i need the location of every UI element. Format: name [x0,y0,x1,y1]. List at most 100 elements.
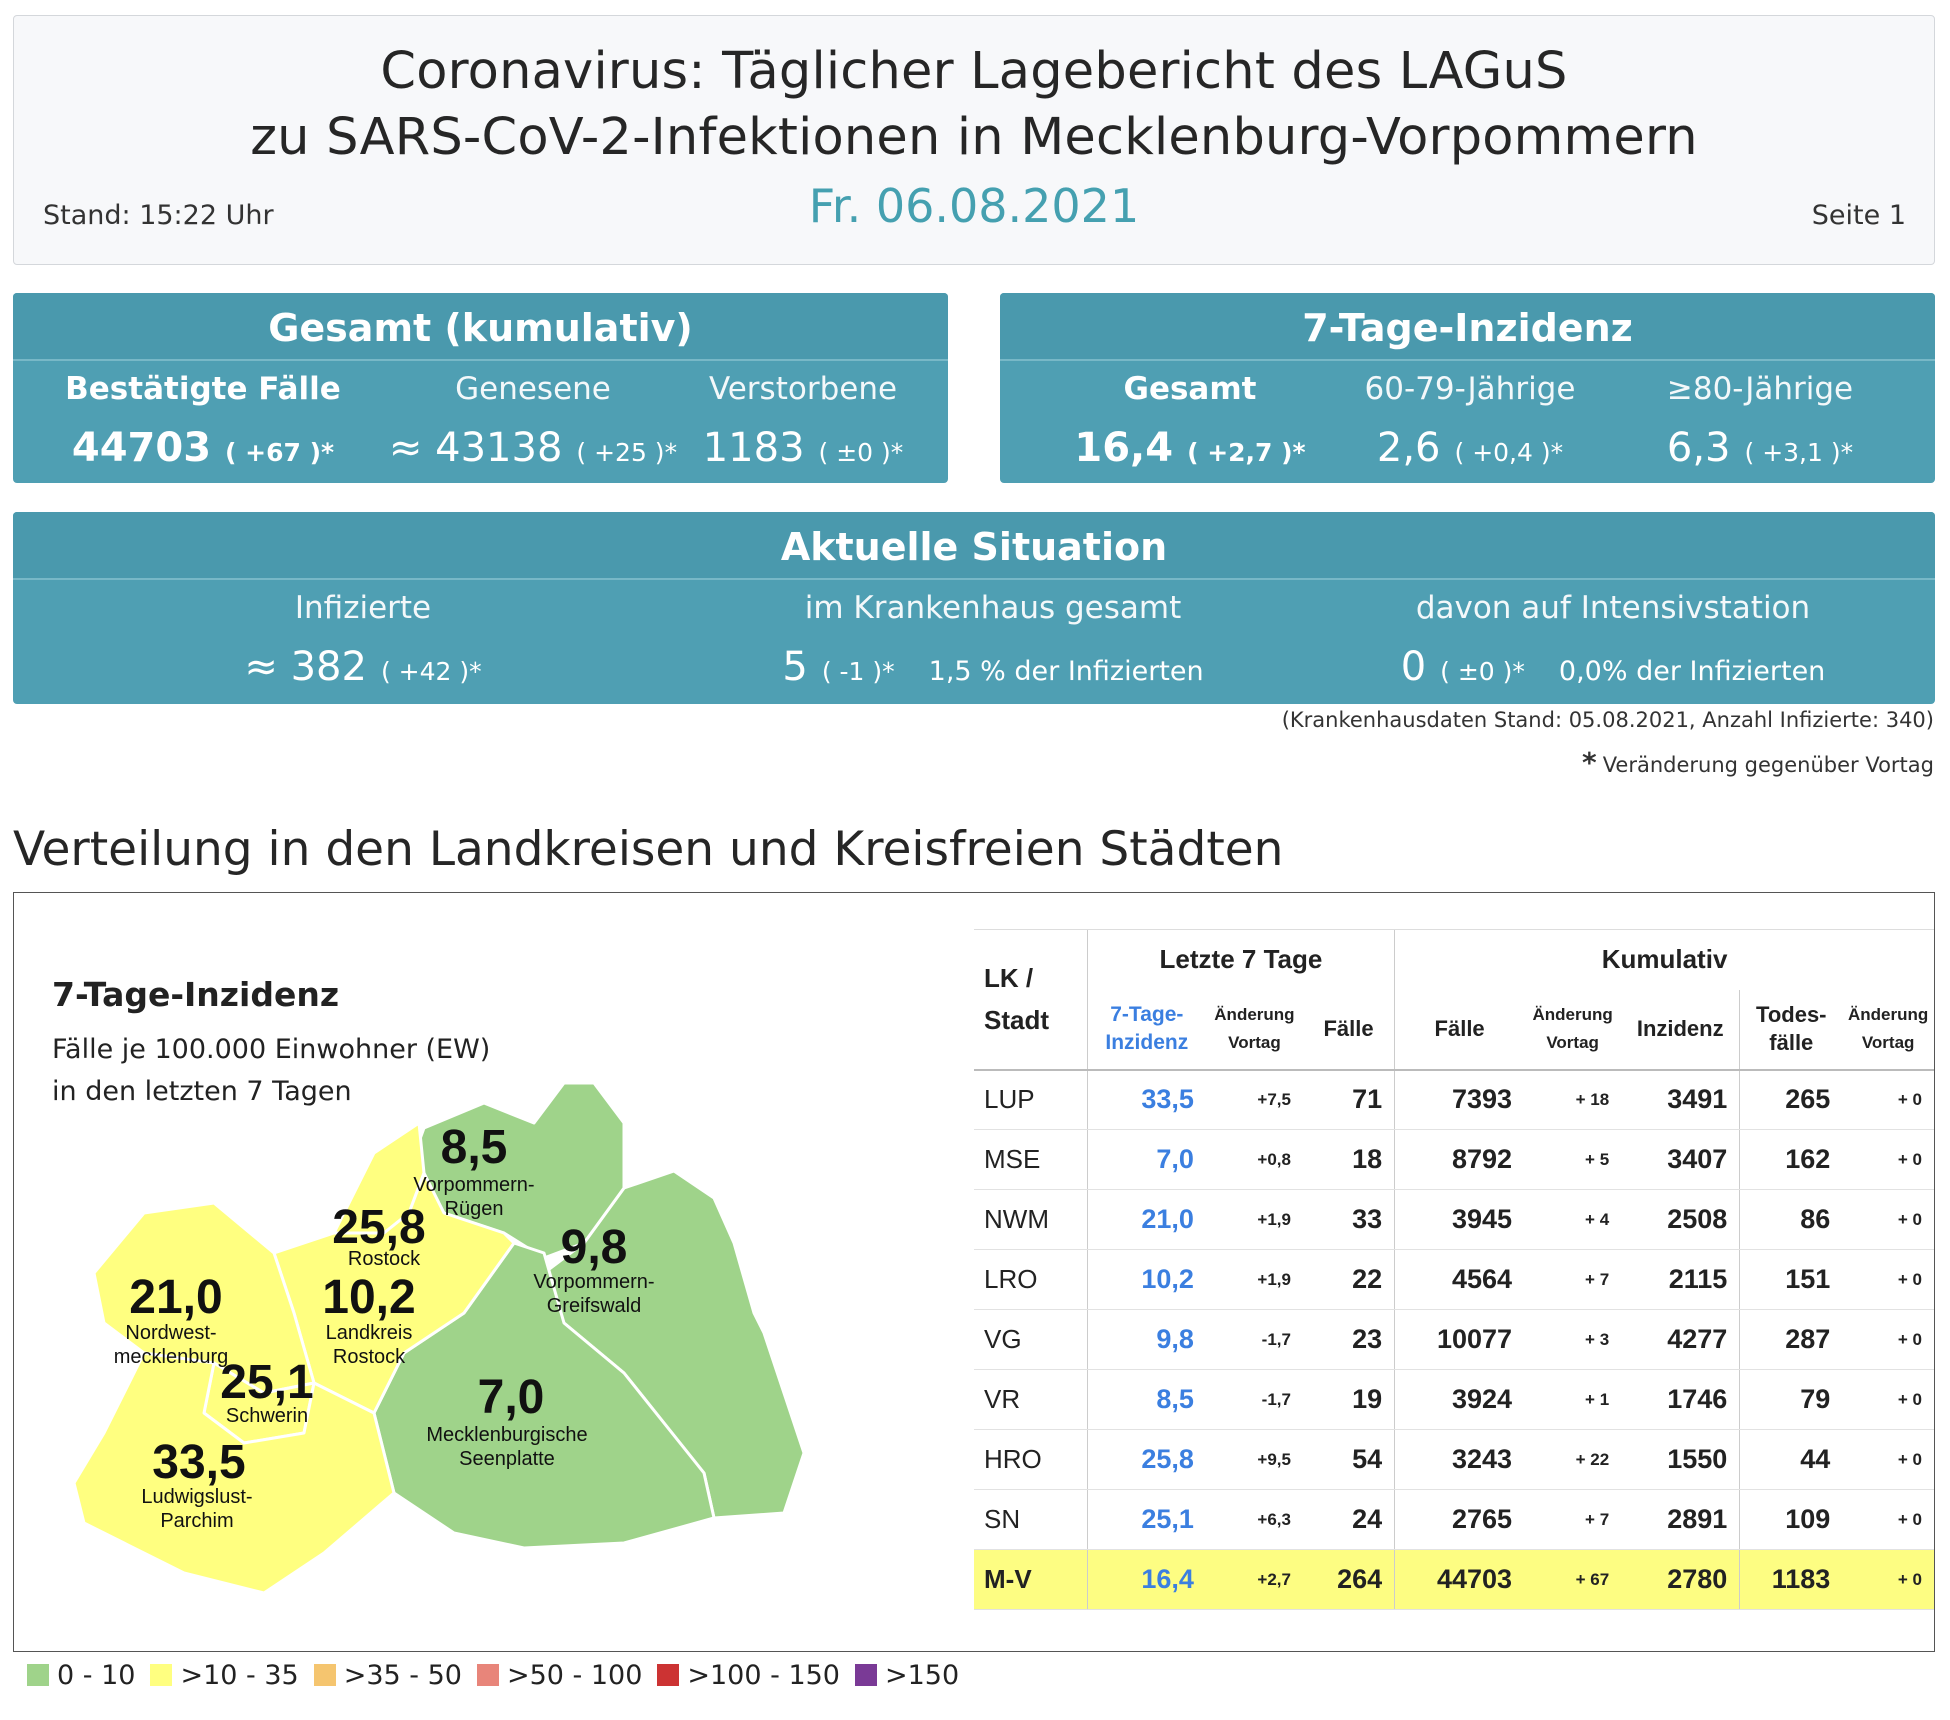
bestaetigte-faelle-stat: Bestätigte Fälle 44703 ( +67 )* [53,371,353,471]
region-name-lup-2: Parchim [160,1510,233,1532]
cell-faelle: 22 [1302,1249,1395,1310]
stat-change: ( +3,1 )* [1744,438,1854,467]
cell-lk: NWM [974,1189,1088,1250]
col-tod-aenderung-header: Änderung Vortag [1842,989,1934,1071]
legend-swatch [150,1664,173,1686]
region-name-vg-2: Greifswald [547,1295,641,1317]
region-value-hro: 25,8 [332,1201,425,1254]
cell-tod-aenderung: + 0 [1842,1189,1934,1250]
cell-kum-faelle: 44703 [1394,1549,1525,1610]
report-title-line1: Coronavirus: Täglicher Lagebericht des L… [380,42,1568,101]
region-name-vr-2: Rügen [445,1198,504,1220]
intensiv-stat: davon auf Intensivstation 0 ( ±0 )* 0,0% d… [1343,590,1883,690]
cell-kum-inzidenz: 2891 [1621,1489,1740,1550]
cell-kum-faelle: 2765 [1394,1489,1525,1550]
cell-todesfaelle: 79 [1739,1369,1843,1430]
cell-inzidenz: 8,5 [1086,1369,1206,1430]
table-row: MSE 7,0 +0,8 18 8792 + 5 3407 162 + 0 [974,1129,1934,1190]
cell-tod-aenderung: + 0 [1842,1369,1934,1430]
cell-lk: M-V [974,1549,1088,1610]
legend-swatch [657,1664,680,1686]
map-title: 7-Tage-Inzidenz [52,975,340,1014]
cell-tod-aenderung: + 0 [1842,1489,1934,1550]
map-description: Fälle je 100.000 Einwohner (EW) in den l… [52,1029,490,1113]
inzidenz-gesamt-stat: Gesamt 16,4 ( +2,7 )* [1040,371,1340,471]
report-date: Fr. 06.08.2021 [808,179,1140,233]
cell-kum-aenderung: + 18 [1524,1069,1622,1130]
stat-label: davon auf Intensivstation [1415,590,1811,626]
cell-inzidenz: 9,8 [1086,1309,1206,1370]
cell-kum-inzidenz: 2508 [1621,1189,1740,1250]
footnote-text: Veränderung gegenüber Vortag [1602,753,1934,777]
cell-kum-aenderung: + 67 [1524,1549,1622,1610]
legend-label: >100 - 150 [687,1660,840,1691]
cell-aenderung: +9,5 [1205,1429,1303,1490]
stat-change: ( ±0 )* [818,438,904,467]
legend-label: >50 - 100 [506,1660,643,1691]
cell-lk: LRO [974,1249,1088,1310]
cell-aenderung: +1,9 [1205,1249,1303,1310]
region-value-nwm: 21,0 [129,1271,222,1324]
cell-inzidenz: 25,1 [1086,1489,1206,1550]
region-name-lro-2: Rostock [333,1346,406,1368]
group-letzte-7-tage: Letzte 7 Tage [1086,929,1395,990]
distribution-panel: 8,5 Vorpommern- Rügen 25,8 Rostock 9,8 V… [13,892,1935,1652]
cell-faelle: 33 [1302,1189,1395,1250]
cell-faelle: 54 [1302,1429,1395,1490]
col-kum-inzidenz-header: Inzidenz [1621,989,1740,1071]
table-row: VG 9,8 -1,7 23 10077 + 3 4277 287 + 0 [974,1309,1934,1370]
cell-lk: SN [974,1489,1088,1550]
cell-todesfaelle: 109 [1739,1489,1843,1550]
cell-faelle: 71 [1302,1069,1395,1130]
stat-value: 16,4 [1074,425,1174,471]
cell-todesfaelle: 287 [1739,1309,1843,1370]
region-name-nwm-2: mecklenburg [114,1346,229,1368]
table-row: NWM 21,0 +1,9 33 3945 + 4 2508 86 + 0 [974,1189,1934,1250]
cell-inzidenz: 25,8 [1086,1429,1206,1490]
stat-value: 2,6 [1376,425,1441,471]
col-kum-aenderung-header: Änderung Vortag [1524,989,1622,1071]
krankenhaus-stat: im Krankenhaus gesamt 5 ( -1 )* 1,5 % der … [713,590,1273,690]
region-name-hro: Rostock [348,1248,421,1270]
region-value-lro: 10,2 [322,1271,415,1324]
stand-time: Stand: 15:22 Uhr [43,200,274,231]
district-table: LK / Stadt Letzte 7 Tage Kumulativ 7-Tage… [974,929,1934,1610]
cell-aenderung: +2,7 [1205,1549,1303,1610]
stat-change: ( +0,4 )* [1454,438,1564,467]
stat-change: ( +67 )* [225,438,335,467]
map-desc-line1: Fälle je 100.000 Einwohner (EW) [52,1034,491,1065]
verstorbene-stat: Verstorbene 1183 ( ±0 )* [663,371,943,471]
report-header: Coronavirus: Täglicher Lagebericht des L… [13,15,1935,265]
hospital-data-note: (Krankenhausdaten Stand: 05.08.2021, Anz… [1281,708,1934,732]
cell-kum-inzidenz: 4277 [1621,1309,1740,1370]
col-aenderung-header: Änderung Vortag [1205,989,1303,1071]
stat-value: 5 [782,644,808,690]
infizierte-stat: Infizierte ≈ 382 ( +42 )* [173,590,553,690]
region-name-vr-1: Vorpommern- [413,1174,534,1196]
group-kumulativ: Kumulativ [1394,929,1934,990]
cell-todesfaelle: 1183 [1739,1549,1843,1610]
region-labels: 8,5 Vorpommern- Rügen 25,8 Rostock 9,8 V… [114,1121,655,1532]
cell-aenderung: +6,3 [1205,1489,1303,1550]
inzidenz-60-79-stat: 60-79-Jährige 2,6 ( +0,4 )* [1320,371,1620,471]
legend-label: 0 - 10 [57,1660,136,1691]
legend-item: >50 - 100 [476,1660,643,1691]
cell-tod-aenderung: + 0 [1842,1249,1934,1310]
legend-item: 0 - 10 [27,1660,135,1691]
cell-kum-faelle: 3243 [1394,1429,1525,1490]
cell-inzidenz: 16,4 [1086,1549,1206,1610]
cell-aenderung: +0,8 [1205,1129,1303,1190]
legend-item: >35 - 50 [313,1660,462,1691]
cell-kum-inzidenz: 1746 [1621,1369,1740,1430]
legend-swatch [27,1664,49,1686]
cell-kum-aenderung: + 4 [1524,1189,1622,1250]
cell-kum-aenderung: + 5 [1524,1129,1622,1190]
col-faelle-header: Fälle [1302,989,1395,1071]
table-row: VR 8,5 -1,7 19 3924 + 1 1746 79 + 0 [974,1369,1934,1430]
cell-faelle: 264 [1302,1549,1395,1610]
cell-todesfaelle: 86 [1739,1189,1843,1250]
mv-incidence-map: 8,5 Vorpommern- Rügen 25,8 Rostock 9,8 V… [72,1081,806,1595]
cell-kum-aenderung: + 7 [1524,1249,1622,1310]
legend-item: >100 - 150 [657,1660,840,1691]
cell-inzidenz: 33,5 [1086,1069,1206,1130]
